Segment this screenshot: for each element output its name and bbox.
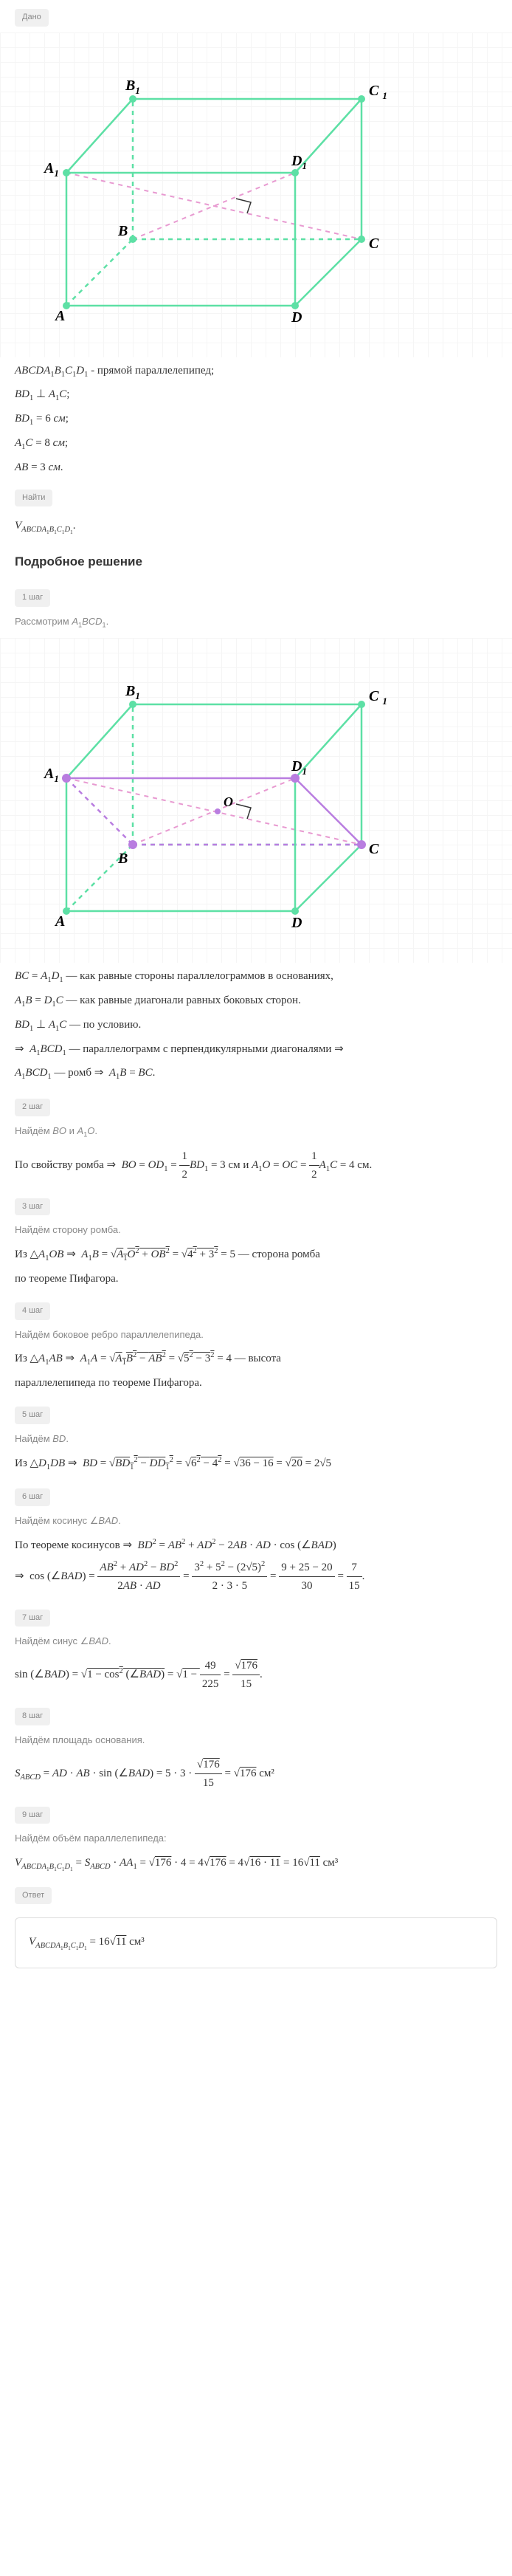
step-tag: 1 шаг	[15, 589, 50, 607]
parallelepiped-svg-2: O A B C D A1 B1 C 1 D1	[15, 660, 428, 941]
step-8-body: SABCD = AD · AB · sin (∠BAD) = 5 · 3 · √…	[0, 1756, 512, 1792]
math-line: A1BCD1 — ромб ⇒ A1B = BC.	[15, 1064, 497, 1084]
given-line: BD1 = 6 см;	[15, 410, 497, 430]
math-line: sin (∠BAD) = √1 − cos2 (∠BAD) = √1 − 492…	[15, 1657, 497, 1693]
find-block: VABCDA1B1C1D1.	[0, 517, 512, 537]
parallelepiped-svg-1: A B C D A1 B1 C 1 D1	[15, 55, 428, 335]
step-intro: Найдём боковое ребро параллелепипеда.	[15, 1328, 497, 1343]
find-line: VABCDA1B1C1D1.	[15, 517, 497, 537]
step-intro: Найдём косинус ∠BAD.	[15, 1514, 497, 1529]
math-line: По свойству ромба ⇒ BO = OD1 = 12BD1 = 3…	[15, 1147, 497, 1184]
given-tag: Дано	[15, 9, 49, 27]
find-tag: Найти	[15, 490, 52, 507]
math-line: ⇒ cos (∠BAD) = AB2 + AD2 − BD22AB · AD =…	[15, 1559, 497, 1595]
math-line: ⇒ A1BCD1 — параллелограмм с перпендикуля…	[15, 1040, 497, 1060]
step-tag: 7 шаг	[15, 1610, 50, 1627]
math-line: A1B = D1C — как равные диагонали равных …	[15, 992, 497, 1011]
svg-text:B1: B1	[125, 683, 140, 701]
svg-text:A: A	[54, 913, 65, 930]
label-D1: D1	[291, 153, 307, 171]
math-line: параллелепипеда по теореме Пифагора.	[15, 1374, 497, 1392]
step-tag: 8 шаг	[15, 1708, 50, 1725]
diagram-2: O A B C D A1 B1 C 1 D1	[0, 638, 512, 963]
given-line: ABCDA1B1C1D1 - прямой параллелепипед;	[15, 362, 497, 382]
math-line: BC = A1D1 — как равные стороны параллело…	[15, 967, 497, 987]
math-line: Из △A1AB ⇒ A1A = √A1B2 − AB2 = √52 − 32 …	[15, 1350, 497, 1370]
step-1-body: BC = A1D1 — как равные стороны параллело…	[0, 967, 512, 1084]
math-line: По теореме косинусов ⇒ BD2 = AB2 + AD2 −…	[15, 1536, 497, 1554]
label-C: C	[369, 236, 379, 252]
step-2-body: По свойству ромба ⇒ BO = OD1 = 12BD1 = 3…	[0, 1147, 512, 1184]
label-D: D	[291, 309, 302, 326]
answer-tag: Ответ	[15, 1887, 52, 1905]
step-tag: 4 шаг	[15, 1302, 50, 1320]
label-A: A	[54, 308, 65, 324]
step-4-body: Из △A1AB ⇒ A1A = √A1B2 − AB2 = √52 − 32 …	[0, 1350, 512, 1392]
step-6-body: По теореме косинусов ⇒ BD2 = AB2 + AD2 −…	[0, 1536, 512, 1595]
step-7-body: sin (∠BAD) = √1 − cos2 (∠BAD) = √1 − 492…	[0, 1657, 512, 1693]
step-tag: 3 шаг	[15, 1198, 50, 1216]
given-block: ABCDA1B1C1D1 - прямой параллелепипед; BD…	[0, 362, 512, 476]
label-O: O	[224, 794, 233, 809]
step-9-body: VABCDA1B1C1D1 = SABCD · AA1 = √176 · 4 =…	[0, 1854, 512, 1874]
given-line: A1C = 8 см;	[15, 434, 497, 454]
step-tag: 5 шаг	[15, 1407, 50, 1424]
step-intro: Найдём BD.	[15, 1432, 497, 1447]
step-intro: Найдём объём параллелепипеда:	[15, 1831, 497, 1847]
step-intro: Найдём сторону ромба.	[15, 1223, 497, 1238]
svg-text:D1: D1	[291, 758, 307, 777]
step-3-body: Из △A1OB ⇒ A1B = √A1O2 + OB2 = √42 + 32 …	[0, 1246, 512, 1288]
svg-text:D: D	[291, 915, 302, 931]
answer-box: VABCDA1B1C1D1 = 16√11 см³	[15, 1917, 497, 1968]
step-tag: 9 шаг	[15, 1807, 50, 1824]
step-tag: 2 шаг	[15, 1099, 50, 1116]
math-line: SABCD = AD · AB · sin (∠BAD) = 5 · 3 · √…	[15, 1756, 497, 1792]
given-line: AB = 3 см.	[15, 458, 497, 476]
math-line: VABCDA1B1C1D1 = SABCD · AA1 = √176 · 4 =…	[15, 1854, 497, 1874]
label-A1: A1	[43, 160, 59, 179]
step-5-body: Из △D1DB ⇒ BD = √BD12 − DD12 = √62 − 42 …	[0, 1454, 512, 1474]
math-line: BD1 ⊥ A1C — по условию.	[15, 1016, 497, 1036]
given-line: BD1 ⊥ A1C;	[15, 385, 497, 405]
svg-text:C: C	[369, 841, 379, 857]
answer-line: VABCDA1B1C1D1 = 16√11 см³	[29, 1933, 483, 1953]
svg-text:B: B	[117, 851, 128, 867]
step-intro: Найдём площадь основания.	[15, 1733, 497, 1748]
step-tag: 6 шаг	[15, 1488, 50, 1506]
label-C1: C 1	[369, 83, 387, 101]
step-intro: Найдём BO и A1O.	[15, 1124, 497, 1140]
math-line: Из △A1OB ⇒ A1B = √A1O2 + OB2 = √42 + 32 …	[15, 1246, 497, 1265]
step-intro: Найдём синус ∠BAD.	[15, 1634, 497, 1649]
svg-text:C 1: C 1	[369, 688, 387, 707]
math-line: по теореме Пифагора.	[15, 1270, 497, 1288]
label-B1: B1	[125, 78, 140, 96]
math-line: Из △D1DB ⇒ BD = √BD12 − DD12 = √62 − 42 …	[15, 1454, 497, 1474]
step-intro: Рассмотрим A1BCD1.	[15, 614, 497, 631]
solution-title: Подробное решение	[15, 552, 512, 571]
svg-text:A1: A1	[43, 766, 59, 784]
diagram-1: A B C D A1 B1 C 1 D1	[0, 32, 512, 357]
label-B: B	[117, 223, 128, 239]
given-text-0: - прямой параллелепипед;	[91, 365, 214, 377]
